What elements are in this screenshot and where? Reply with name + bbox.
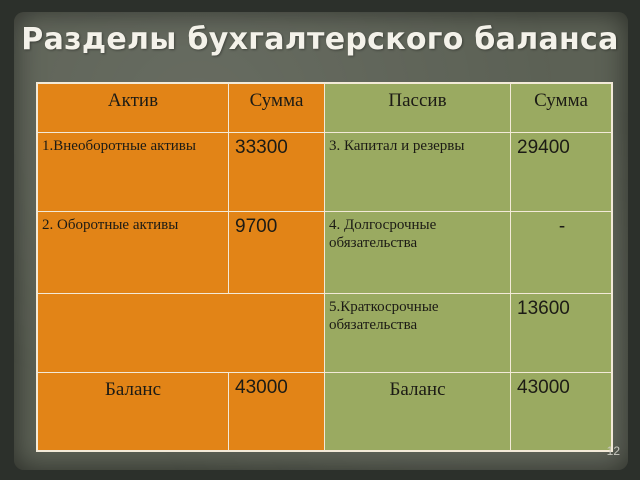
total-liability-label: Баланс (325, 373, 511, 450)
row2-asset-sum: 9700 (229, 212, 325, 294)
row2-liability-sum: - (511, 212, 611, 294)
row3-liability-sum: 13600 (511, 294, 611, 373)
header-asset: Актив (38, 84, 229, 133)
header-liability-sum: Сумма (511, 84, 611, 133)
row1-asset: 1.Внеоборотные активы (38, 133, 229, 212)
row1-asset-sum: 33300 (229, 133, 325, 212)
row1-liability-sum: 29400 (511, 133, 611, 212)
row2-liability: 4. Долгосрочные обязательства (325, 212, 511, 294)
row1-liability: 3. Капитал и резервы (325, 133, 511, 212)
total-asset-sum: 43000 (229, 373, 325, 450)
slide-number: 12 (606, 444, 620, 458)
row3-liability: 5.Краткосрочные обязательства (325, 294, 511, 373)
balance-table: Актив Сумма Пассив Сумма 1.Внеоборотные … (36, 82, 613, 452)
total-liability-sum: 43000 (511, 373, 611, 450)
header-liability: Пассив (325, 84, 511, 133)
row2-asset: 2. Оборотные активы (38, 212, 229, 294)
header-asset-sum: Сумма (229, 84, 325, 133)
total-asset-label: Баланс (38, 373, 229, 450)
row3-asset-empty (38, 294, 325, 373)
slide-title: Разделы бухгалтерского баланса (21, 22, 619, 57)
